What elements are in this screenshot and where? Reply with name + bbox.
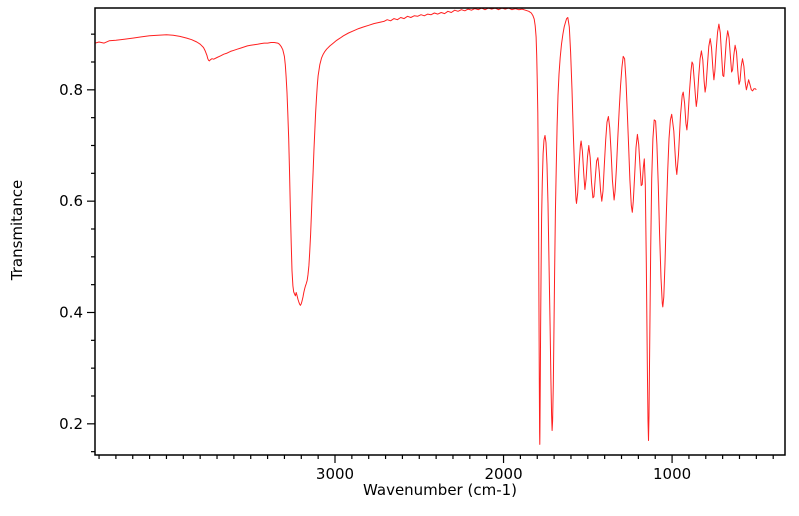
y-tick-label: 0.6	[59, 192, 83, 210]
plot-frame	[94, 7, 786, 456]
y-tick-label: 0.8	[59, 81, 83, 99]
x-tick-label: 1000	[653, 465, 691, 483]
x-tick-label: 3000	[316, 465, 354, 483]
y-axis-title: Transmitance	[8, 179, 26, 281]
x-axis-title: Wavenumber (cm-1)	[363, 481, 517, 499]
spectrum-line	[95, 8, 757, 445]
y-tick-label: 0.4	[59, 303, 83, 321]
y-tick-label: 0.2	[59, 415, 83, 433]
x-tick-label: 2000	[484, 465, 522, 483]
